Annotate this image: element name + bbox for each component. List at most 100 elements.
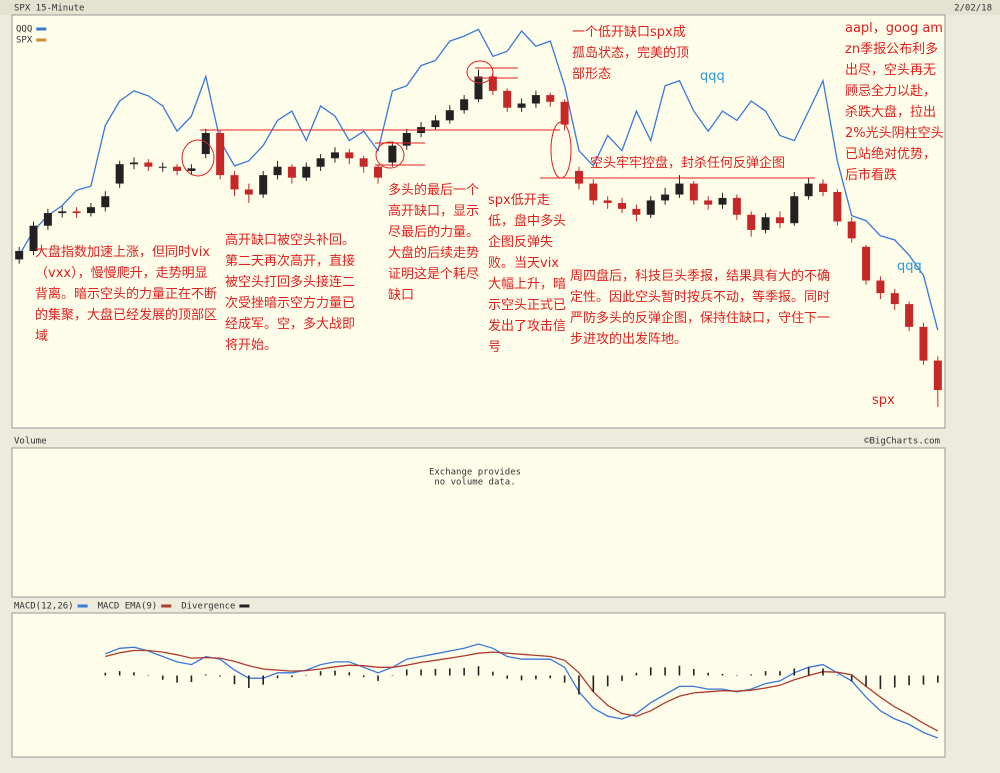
divergence-bar bbox=[635, 672, 638, 676]
divergence-bar bbox=[750, 674, 753, 676]
divergence-bar bbox=[937, 675, 939, 683]
divergence-bar bbox=[305, 674, 308, 676]
candle-body bbox=[15, 251, 24, 260]
candle-body bbox=[72, 211, 81, 214]
legend-swatch bbox=[239, 604, 250, 608]
candle-body bbox=[359, 158, 368, 167]
candle-body bbox=[445, 110, 454, 121]
candle-body bbox=[775, 217, 784, 224]
divergence-bar bbox=[291, 675, 293, 678]
divergence-bar bbox=[118, 671, 121, 676]
annotation: 一个低开缺口spx成孤岛状态，完美的顶部形态 bbox=[572, 25, 690, 82]
candle-body bbox=[402, 133, 411, 146]
candle-body bbox=[718, 197, 727, 205]
candle-body bbox=[531, 95, 540, 104]
candle-body bbox=[474, 76, 483, 100]
divergence-bar bbox=[779, 671, 781, 676]
candle-body bbox=[244, 189, 253, 195]
candle-body bbox=[173, 166, 182, 171]
candle-body bbox=[144, 162, 153, 167]
candle-body bbox=[374, 166, 383, 178]
divergence-bar bbox=[161, 675, 164, 680]
divergence-bar bbox=[147, 675, 150, 677]
candle-body bbox=[273, 166, 282, 176]
divergence-bar bbox=[664, 667, 666, 676]
candle-body bbox=[560, 101, 569, 125]
highlight-ellipse bbox=[181, 139, 215, 177]
divergence-bar bbox=[764, 671, 767, 676]
annotation: 大盘指数加速上涨，但同时vix（vxx），慢慢爬升，走势明显背离。暗示空头的力量… bbox=[35, 245, 218, 344]
divergence-bar bbox=[879, 675, 882, 690]
candle-body bbox=[618, 202, 627, 209]
divergence-bar bbox=[362, 675, 365, 678]
chart-date: 2/02/18 bbox=[954, 4, 992, 14]
divergence-bar bbox=[233, 675, 236, 685]
candle-body bbox=[933, 360, 942, 391]
candle-body bbox=[689, 183, 698, 201]
credit: ©BigCharts.com bbox=[864, 437, 940, 447]
annotation: 空头牢牢控盘，封杀任何反弹企图 bbox=[590, 156, 786, 171]
candle-body bbox=[230, 175, 239, 190]
candle-body bbox=[330, 152, 339, 159]
candle-body bbox=[488, 76, 497, 91]
divergence-bar bbox=[448, 668, 451, 676]
candle-body bbox=[388, 145, 397, 163]
volume-title: Volume bbox=[14, 437, 47, 447]
divergence-bar bbox=[606, 675, 609, 687]
divergence-bar bbox=[420, 669, 422, 676]
divergence-bar bbox=[463, 667, 465, 676]
divergence-bar bbox=[434, 668, 437, 676]
candle-body bbox=[115, 164, 124, 184]
legend-label: SPX bbox=[16, 36, 33, 46]
divergence-bar bbox=[176, 675, 178, 683]
divergence-bar bbox=[693, 668, 695, 676]
candle-body bbox=[804, 183, 813, 197]
divergence-bar bbox=[405, 669, 408, 676]
candle-body bbox=[589, 183, 598, 201]
divergence-bar bbox=[549, 675, 552, 679]
chart-title: SPX 15-Minute bbox=[14, 4, 84, 14]
divergence-bar bbox=[807, 667, 810, 676]
candle-body bbox=[201, 133, 210, 155]
divergence-bar bbox=[865, 675, 867, 687]
candle-body bbox=[675, 183, 684, 195]
candle-body bbox=[632, 208, 641, 215]
divergence-bar bbox=[893, 675, 896, 688]
candle-body bbox=[130, 162, 139, 165]
legend-swatch bbox=[36, 38, 47, 42]
annotation: aapl，goog amzn季报公布利多出尽，空头再无顾忌全力以赴，杀跌大盘，拉… bbox=[845, 21, 944, 183]
legend-label: QQQ bbox=[16, 25, 32, 35]
annotation: 周四盘后，科技巨头季报，结果具有大的不确定性。因此空头暂时按兵不动，等季报。同时… bbox=[570, 269, 831, 347]
annotation: 高开缺口被空头补回。第二天再次高开，直接被空头打回多头接连二次受挫暗示空方力量已… bbox=[225, 233, 356, 353]
highlight-ellipse bbox=[466, 60, 494, 84]
annotation: spx bbox=[872, 393, 895, 408]
candle-body bbox=[101, 196, 110, 208]
candle-body bbox=[517, 103, 526, 108]
legend-swatch bbox=[77, 604, 88, 608]
divergence-bar bbox=[276, 675, 279, 679]
labels: SPX 15-Minute 2/02/18 Volume ©BigCharts.… bbox=[14, 4, 992, 612]
divergence-bar bbox=[621, 675, 623, 681]
divergence-bar bbox=[592, 675, 595, 692]
candle-body bbox=[747, 214, 756, 230]
divergence-bar bbox=[578, 675, 580, 695]
candle-body bbox=[847, 221, 856, 239]
macd-panel bbox=[11, 612, 946, 758]
candle-body bbox=[29, 225, 38, 251]
legend-label: MACD(12,26) bbox=[14, 602, 74, 612]
candle-body bbox=[503, 90, 512, 108]
divergence-bar bbox=[391, 675, 394, 676]
divergence-bar bbox=[104, 672, 107, 676]
line-series bbox=[18, 28, 939, 331]
divergence-bar bbox=[908, 675, 910, 686]
divergence-bar bbox=[262, 675, 264, 685]
divergence-bar bbox=[377, 675, 379, 681]
candle-body bbox=[431, 120, 440, 128]
legend-label: Divergence bbox=[181, 602, 235, 612]
candle-body bbox=[43, 213, 52, 226]
divergence-bar bbox=[248, 675, 250, 688]
candle-body bbox=[187, 168, 196, 171]
divergence-bar bbox=[535, 675, 537, 680]
candle-body bbox=[833, 192, 842, 222]
